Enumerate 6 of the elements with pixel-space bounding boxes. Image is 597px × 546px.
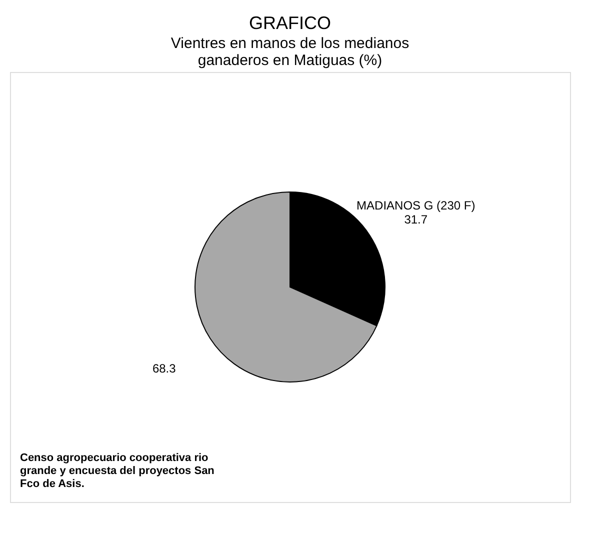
chart-subtitle: Vientres en manos de los medianos ganaderos en Matiguas (%) bbox=[170, 35, 410, 69]
chart-title: GRAFICO bbox=[248, 13, 332, 33]
slice-label: MADIANOS G (230 F) bbox=[356, 198, 476, 212]
data-label: 31.7 bbox=[404, 212, 428, 226]
data-label: 68.3 bbox=[152, 362, 176, 376]
text: Censo agropecuario cooperativa rio grande y encuesta del proyectos San Fco de Asis. bbox=[20, 452, 215, 490]
